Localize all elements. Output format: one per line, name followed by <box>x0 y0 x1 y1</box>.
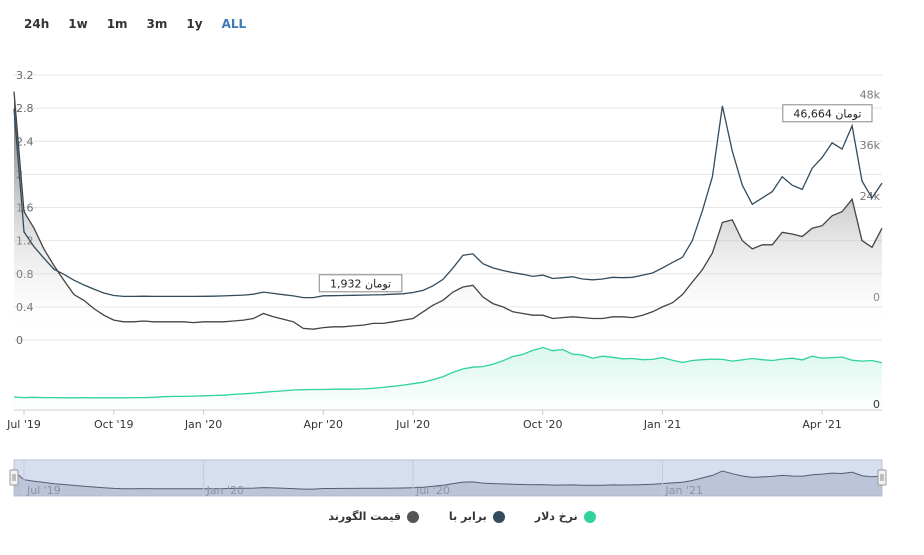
range-tabs: 24h 1w 1m 3m 1y ALL <box>14 14 255 36</box>
left-tick-label: 2.8 <box>16 102 34 115</box>
navigator-tick-label: Jul '20 <box>415 484 450 497</box>
left-tick-label: 2.4 <box>16 135 34 148</box>
algorand-price-area <box>14 91 882 340</box>
tab-1y[interactable]: 1y <box>186 17 203 31</box>
legend-dot-icon <box>583 510 596 523</box>
legend-item-usd-rate[interactable]: نرخ دلار <box>535 510 596 523</box>
legend-label: نرخ دلار <box>534 510 578 523</box>
right-tick-label: 48k <box>860 88 881 101</box>
x-tick-label: Apr '21 <box>802 418 842 431</box>
chart-legend: نرخ دلار برابر با قیمت الگورند <box>0 510 924 523</box>
x-axis: Jul '19 Oct '19 Jan '20 Apr '20 Jul '20 Oct '… <box>6 410 842 431</box>
navigator-tick-label: Jan '20 <box>206 484 244 497</box>
x-tick-label: Jan '20 <box>184 418 222 431</box>
left-tick-label: 3.2 <box>16 69 34 82</box>
usd-rate-line <box>13 346 883 399</box>
usd-rate-area <box>14 347 882 410</box>
handle-grip-icon <box>877 469 887 486</box>
x-tick-label: Oct '20 <box>523 418 563 431</box>
tab-all[interactable]: ALL <box>221 17 247 31</box>
legend-label: قیمت الگورند <box>328 510 401 523</box>
right-tick-label: 36k <box>860 139 881 152</box>
x-tick-label: Oct '19 <box>94 418 134 431</box>
tab-1m[interactable]: 1m <box>106 17 128 31</box>
annotation-label: تومان 46,664 <box>793 107 861 120</box>
range-navigator[interactable]: Jul '19 Jan '20 Jul '20 Jan '21 <box>9 459 887 497</box>
tab-24h[interactable]: 24h <box>24 17 50 31</box>
navigator-left-handle[interactable] <box>9 469 19 486</box>
tab-1w[interactable]: 1w <box>68 17 88 31</box>
equal-to-line <box>13 105 883 299</box>
annotation-box <box>318 274 403 293</box>
annotation-layer: تومان 1,932 تومان 46,664 <box>318 104 873 293</box>
series-layer <box>13 91 883 410</box>
algorand-price-line <box>13 91 883 330</box>
navigator-area <box>14 471 882 496</box>
price-annotation: تومان 46,664 <box>782 104 873 123</box>
legend-item-equal-to[interactable]: برابر با <box>449 510 505 523</box>
tab-3m[interactable]: 3m <box>146 17 168 31</box>
legend-dot-icon <box>492 510 505 523</box>
x-tick-label: Jan '21 <box>643 418 681 431</box>
legend-dot-icon <box>406 510 419 523</box>
handle-grip-icon <box>9 469 19 486</box>
price-annotation: تومان 1,932 <box>318 274 403 293</box>
navigator-tick-label: Jul '19 <box>26 484 61 497</box>
x-tick-label: Apr '20 <box>304 418 344 431</box>
x-tick-label: Jul '20 <box>395 418 430 431</box>
navigator-right-handle[interactable] <box>877 469 887 486</box>
navigator-tick-label: Jan '21 <box>665 484 703 497</box>
legend-item-algorand-price[interactable]: قیمت الگورند <box>328 510 419 523</box>
annotation-label: تومان 1,932 <box>330 277 391 290</box>
legend-label: برابر با <box>448 510 487 523</box>
right-tick-label: 24k <box>860 190 881 203</box>
annotation-box <box>782 104 873 123</box>
navigator-line <box>13 470 883 490</box>
left-tick-label: 0 <box>16 334 23 347</box>
x-tick-label: Jul '19 <box>6 418 41 431</box>
